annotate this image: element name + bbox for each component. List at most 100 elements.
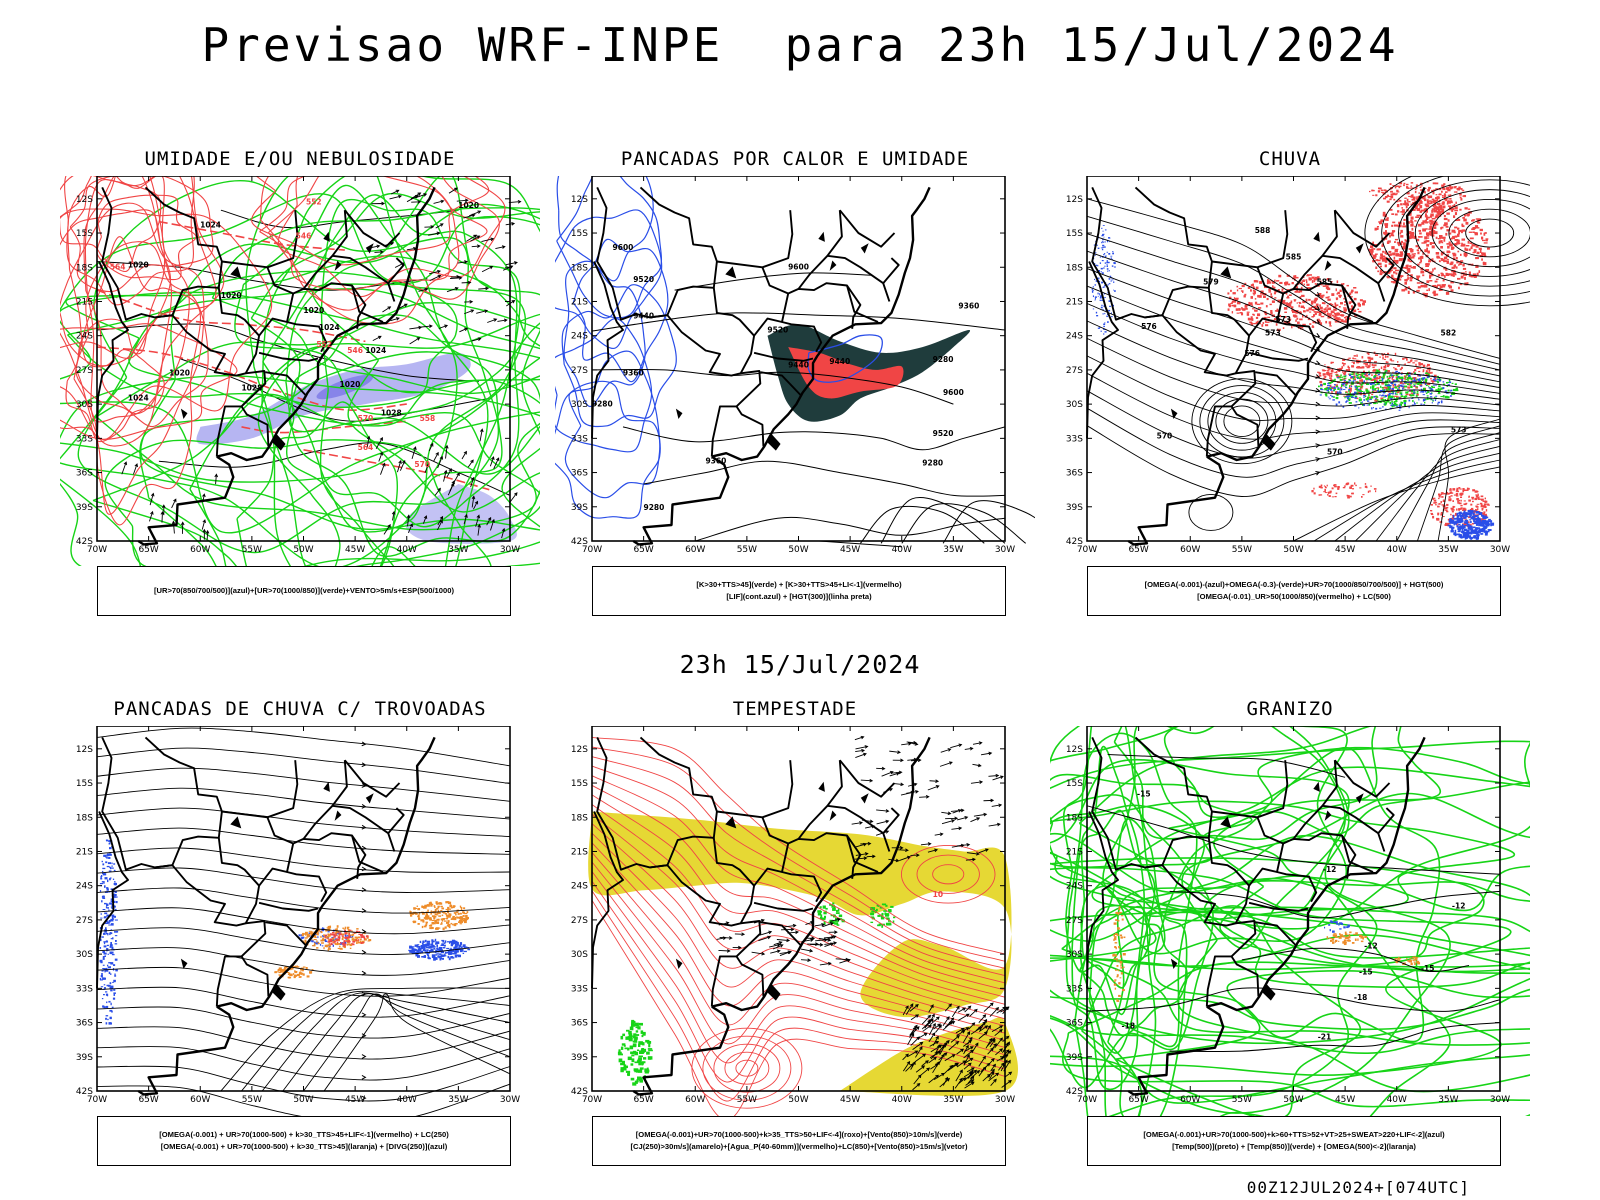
contour-label: 9520 [933,429,954,438]
map-pancadas-calor: 9600 9520 9440 9360 9280 9600 9520 9440 9360 9280… [555,176,1035,555]
lat-tick-label: 24S [76,332,93,342]
lat-tick-label: 30S [1066,400,1083,410]
lat-tick-label: 21S [76,297,93,307]
contour-label: 9600 [613,243,634,252]
lat-tick-label: 24S [1066,882,1083,892]
lon-tick-label: 45W [345,545,365,555]
lon-tick-label: 40W [1387,1095,1407,1105]
lon-tick-label: 60W [685,1095,705,1105]
contour-label: 1028 [241,383,262,392]
lat-tick-label: 18S [76,813,93,823]
panel-umidade: UMIDADE E/OU NEBULOSIDADE 1020 1024 1020 10… [60,148,540,618]
contour-label: 564 [358,443,374,452]
panel-title: TEMPESTADE [732,698,858,720]
legend-trovoadas: [OMEGA(-0.001) + UR>70(1000-500) + k>30_… [97,1116,511,1166]
contour-label: 1028 [381,409,402,418]
legend-line: [OMEGA(-0.001) + UR>70(1000-500) + k>30_… [160,1142,448,1151]
contour-label: 1020 [221,291,242,300]
lon-tick-label: 70W [582,1095,602,1105]
lat-tick-label: 30S [571,950,588,960]
contour-label: 9600 [788,263,809,272]
contour-label: 552 [306,198,322,207]
lon-tick-label: 30W [995,1095,1015,1105]
lat-tick-label: 33S [76,984,93,994]
lon-tick-label: 30W [1490,1095,1510,1105]
legend-line: [OMEGA(-0.01)_UR>50(1000/850)(vermelho) … [1197,592,1391,601]
lon-tick-label: 45W [345,1095,365,1105]
lat-tick-label: 21S [571,297,588,307]
contour-label: 585 [1317,277,1333,286]
lon-tick-label: 40W [397,1095,417,1105]
contour-label: 9360 [623,369,644,378]
lat-tick-label: 27S [76,916,93,926]
contour-label: 570 [358,414,374,423]
lat-tick-label: 15S [571,229,588,239]
contour-label: -18 [1354,993,1368,1002]
panel-title: CHUVA [1258,148,1322,170]
contour-label: 558 [420,414,436,423]
lon-tick-label: 60W [190,1095,210,1105]
lon-tick-label: 40W [1387,545,1407,555]
contour-label: 9280 [933,355,954,364]
lat-tick-label: 39S [1066,1053,1083,1063]
contour-label: 570 [1157,431,1173,440]
contour-label: 9280 [644,503,665,512]
lon-tick-label: 60W [1180,545,1200,555]
contour-label: 1020 [458,201,479,210]
lat-tick-label: 24S [1066,332,1083,342]
contour-label: 564 [110,263,126,272]
lon-tick-label: 70W [1077,1095,1097,1105]
lat-tick-label: 15S [76,779,93,789]
contour-label: 573 [1451,426,1467,435]
lon-tick-label: 60W [190,545,210,555]
lat-tick-label: 18S [76,263,93,273]
contour-label: 570 [414,460,430,469]
lon-tick-label: 65W [138,1095,158,1105]
lat-tick-label: 15S [76,229,93,239]
legend-line: [K>30+TTS>45](verde) + [K>30+TTS>45+LI<-… [696,580,902,589]
lat-tick-label: 39S [571,1053,588,1063]
lon-tick-label: 45W [840,545,860,555]
lat-tick-label: 36S [1066,1019,1083,1029]
contour-label: 9440 [829,357,850,366]
lat-tick-label: 36S [571,1019,588,1029]
legend-pancadas-calor: [K>30+TTS>45](verde) + [K>30+TTS>45+LI<-… [592,566,1006,616]
lon-tick-label: 65W [633,1095,653,1105]
lat-tick-label: 21S [1066,297,1083,307]
contour-label: 576 [1141,322,1157,331]
legend-granizo: [OMEGA(-0.001)+UR>70(1000-500)+k>60+TTS>… [1087,1116,1501,1166]
lon-tick-label: 35W [943,1095,963,1105]
legend-line: [OMEGA(-0.001)+UR>70(1000-500)+k>60+TTS>… [1143,1130,1445,1139]
contour-label: 1024 [128,394,149,403]
legend-tempestade: [OMEGA(-0.001)+UR>70(1000-500)+k>35_TTS>… [592,1116,1006,1166]
contour-label: 9440 [788,361,809,370]
lat-tick-label: 21S [1066,847,1083,857]
contour-label: 552 [316,340,332,349]
lat-tick-label: 24S [571,332,588,342]
panel-granizo: GRANIZO -15 -12 -12 -12 -15 -15 -18 -18 -21 12S 15… [1050,698,1530,1168]
contour-label: 9440 [633,312,654,321]
contour-label: 9600 [943,388,964,397]
lat-tick-label: 12S [571,195,588,205]
contour-label: 9520 [633,275,654,284]
contour-label: 579 [1203,277,1219,286]
contour-label: 9520 [767,325,788,334]
contour-label: 1020 [340,380,361,389]
lon-tick-label: 50W [1283,545,1303,555]
contour-label: 1024 [319,323,340,332]
lat-tick-label: 39S [76,503,93,513]
lat-tick-label: 24S [76,882,93,892]
lat-tick-label: 42S [571,537,588,547]
lon-tick-label: 30W [995,545,1015,555]
lat-tick-label: 12S [1066,195,1083,205]
contour-label: 582 [1441,329,1457,338]
page-title: Previsao WRF-INPE para 23h 15/Jul/2024 [201,18,1399,72]
contour-label: 1024 [365,346,386,355]
legend-line: [LIF](cont.azul) + [HGT(300)](linha pret… [726,592,872,601]
lat-tick-label: 27S [76,366,93,376]
lon-tick-label: 55W [242,1095,262,1105]
panel-chuva: CHUVA 585 579 576 573 570 573 576 573 570 582 585 5… [1050,148,1530,618]
lon-tick-label: 35W [448,1095,468,1105]
panel-title: GRANIZO [1246,698,1334,720]
